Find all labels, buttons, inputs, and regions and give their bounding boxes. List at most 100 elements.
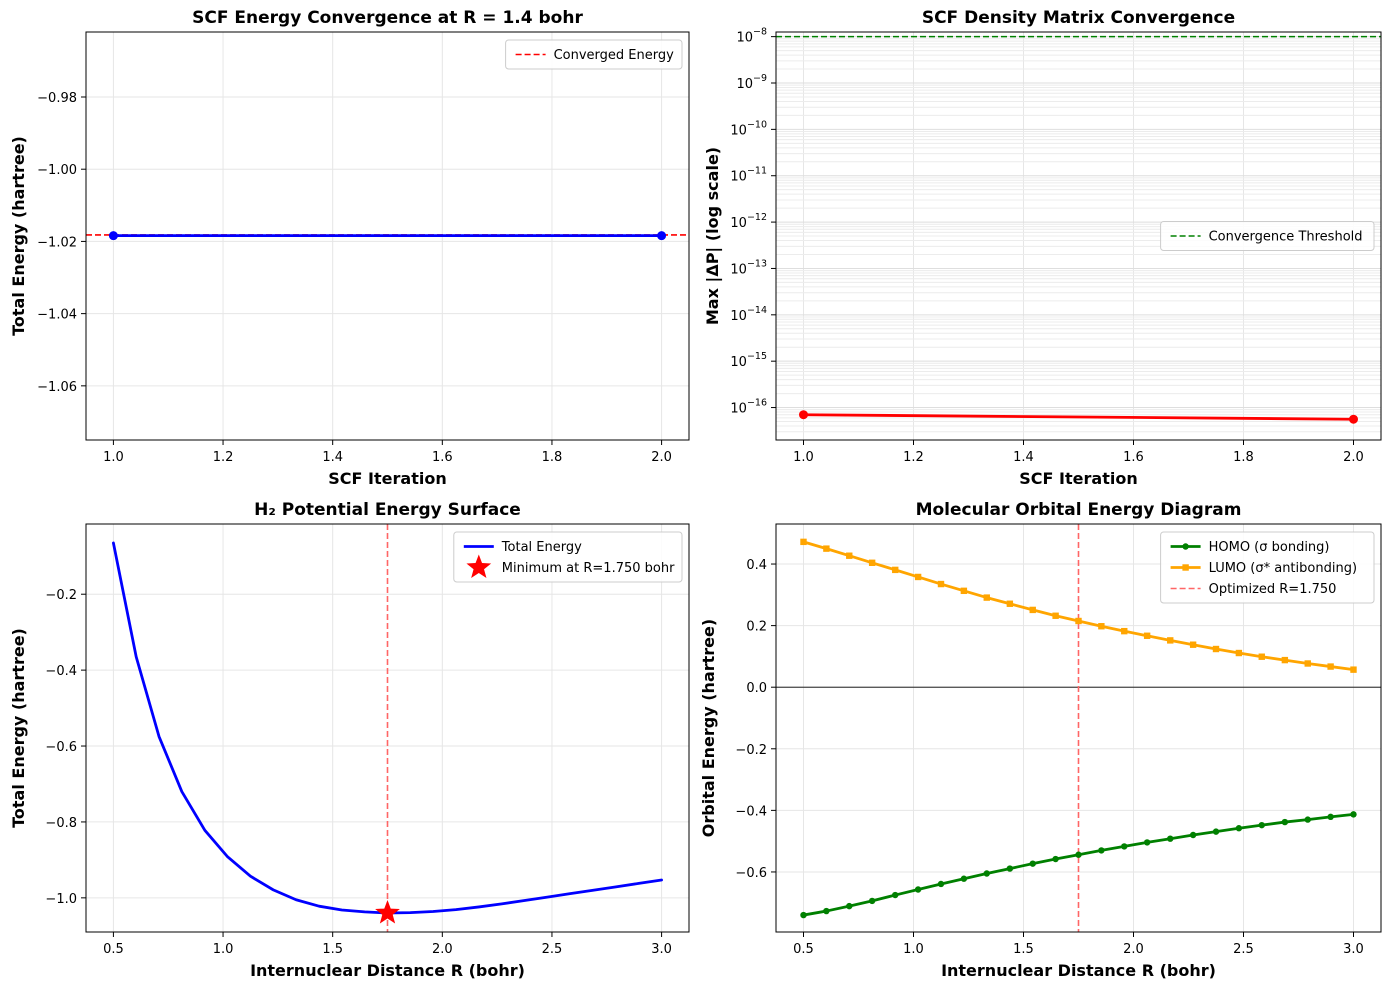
data-point — [1075, 617, 1082, 625]
legend: Converged Energy — [505, 39, 683, 70]
data-point — [960, 875, 968, 882]
y-tick-label: −0.6 — [45, 740, 77, 755]
data-point — [1327, 813, 1334, 821]
data-point — [1052, 612, 1059, 619]
data-point — [1350, 666, 1357, 673]
y-tick-label: 10−12 — [730, 212, 767, 231]
data-point — [1029, 606, 1036, 614]
chart-panel-4: 0.5 1.0 1.5 2.0 2.5 3.0 −0.6 −0.4 −0.2 0.0 0.2 0.4 M… — [699, 500, 1382, 980]
x-tick-label: 1.0 — [903, 942, 924, 957]
data-point — [1189, 641, 1197, 648]
data-point — [914, 886, 922, 893]
data-point — [1189, 831, 1197, 839]
y-tick-label: −0.8 — [45, 816, 77, 831]
x-tick-label: 2.5 — [1233, 942, 1254, 957]
data-point — [1098, 623, 1105, 630]
y-axis-label: Total Energy (hartree) — [9, 136, 28, 336]
y-tick-label: −1.00 — [37, 163, 77, 178]
y-tick-exponent: −12 — [747, 212, 767, 223]
plot-area — [86, 231, 689, 241]
data-point — [1143, 839, 1151, 846]
legend-box — [1160, 221, 1375, 251]
x-tick-label: 1.6 — [1123, 450, 1144, 465]
x-tick-label: 1.8 — [1233, 450, 1254, 465]
x-tick-label: 1.5 — [322, 942, 343, 957]
x-axis-label: SCF Iteration — [328, 469, 446, 488]
axes-frame — [775, 523, 1382, 933]
x-tick-label: 0.5 — [793, 942, 814, 957]
data-point — [1281, 818, 1289, 826]
y-tick-label: −0.4 — [45, 664, 77, 679]
legend-label: LUMO (σ* antibonding) — [1209, 561, 1357, 576]
y-tick-exponent: −9 — [753, 73, 767, 84]
axes-frame — [85, 31, 690, 441]
y-tick-label: 0.0 — [746, 681, 767, 696]
data-point — [108, 231, 118, 241]
y-tick-label: −1.02 — [37, 235, 77, 250]
data-point — [1006, 865, 1014, 872]
y-tick-base: 10 — [736, 77, 753, 92]
legend-star-swatch — [466, 554, 492, 579]
x-tick-label: 3.0 — [651, 942, 672, 957]
data-point — [1258, 653, 1265, 660]
legend-label: Convergence Threshold — [1209, 230, 1363, 245]
x-tick-label: 1.4 — [322, 450, 343, 465]
x-tick-label: 0.5 — [103, 942, 124, 957]
legend-label: Minimum at R=1.750 bohr — [502, 561, 675, 576]
y-tick-base: 10 — [730, 355, 747, 370]
y-tick-base: 10 — [730, 309, 747, 324]
y-tick-exponent: −11 — [747, 166, 767, 177]
y-tick-label: 10−13 — [730, 258, 767, 277]
legend-box — [453, 531, 683, 583]
y-tick-base: 10 — [730, 402, 747, 417]
y-tick-label: 10−15 — [730, 351, 767, 370]
data-point — [960, 587, 968, 595]
y-tick-label: 10−9 — [736, 73, 767, 92]
x-tick-label: 3.0 — [1343, 942, 1364, 957]
data-point — [1029, 860, 1036, 867]
y-tick-label: −1.04 — [37, 308, 77, 323]
x-tick-label: 2.0 — [651, 450, 672, 465]
data-point — [1258, 821, 1265, 829]
y-tick-base: 10 — [730, 216, 747, 231]
legend: HOMO (σ bonding) LUMO (σ* antibonding) Opt… — [1160, 531, 1375, 604]
legend: Convergence Threshold — [1160, 221, 1375, 251]
x-axis-label: Internuclear Distance R (bohr) — [941, 961, 1216, 980]
x-tick-label: 1.5 — [1013, 942, 1034, 957]
y-tick-label: −1.0 — [45, 892, 77, 907]
data-point — [657, 231, 667, 241]
x-tick-label: 1.6 — [432, 450, 453, 465]
data-point — [1235, 649, 1243, 657]
y-tick-base: 10 — [730, 123, 747, 138]
data-point — [1349, 414, 1358, 424]
x-axis-label: Internuclear Distance R (bohr) — [250, 961, 525, 980]
data-point — [846, 902, 853, 910]
y-tick-label: 0.2 — [746, 620, 767, 635]
y-tick-label: 10−8 — [736, 27, 767, 46]
data-point — [914, 573, 922, 581]
series-line-1 — [802, 413, 1355, 421]
chart-title: SCF Energy Convergence at R = 1.4 bohr — [192, 8, 583, 28]
chart-title: SCF Density Matrix Convergence — [922, 8, 1235, 28]
x-tick-label: 2.0 — [1123, 942, 1144, 957]
data-point — [1304, 816, 1311, 823]
data-point — [937, 880, 945, 888]
plot-area — [776, 35, 1381, 424]
legend-box — [1160, 531, 1375, 604]
y-tick-label: −0.2 — [735, 743, 767, 758]
x-tick-label: 1.8 — [542, 450, 563, 465]
data-point — [1075, 851, 1082, 858]
data-point — [823, 907, 830, 915]
x-tick-label: 1.2 — [213, 450, 234, 465]
legend-marker-swatch — [1182, 543, 1189, 550]
data-point — [823, 545, 830, 552]
data-point — [892, 566, 899, 574]
data-point — [1350, 811, 1357, 818]
x-tick-label: 1.0 — [793, 450, 814, 465]
x-tick-label: 1.0 — [213, 942, 234, 957]
y-tick-exponent: −10 — [747, 119, 767, 130]
y-tick-label: −0.2 — [45, 588, 77, 603]
y-tick-exponent: −15 — [747, 351, 767, 362]
x-tick-label: 1.2 — [903, 450, 924, 465]
x-tick-label: 2.5 — [542, 942, 563, 957]
